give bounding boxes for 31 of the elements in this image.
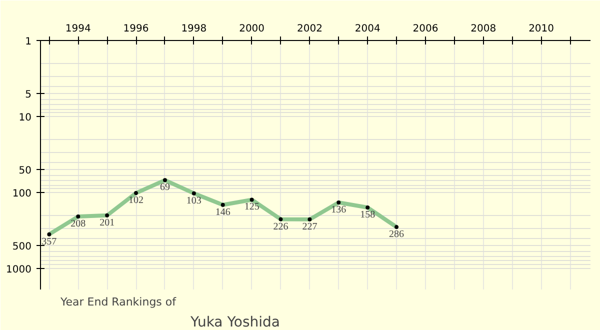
y-tick-label: 50: [18, 166, 32, 177]
y-tick-label: 1: [25, 36, 32, 48]
data-label: 102: [128, 195, 144, 206]
x-tick-label: 1998: [181, 24, 207, 34]
x-tick-label: 2010: [528, 24, 554, 34]
y-tick-label: 5: [25, 90, 32, 101]
data-label: 227: [302, 221, 318, 232]
text: Yuka Yoshida: [190, 314, 280, 330]
text: Year End Rankings of: [60, 296, 178, 308]
x-tick-label: 2004: [354, 24, 380, 34]
x-tick-label: 2006: [412, 24, 438, 34]
data-label: 69: [160, 182, 170, 194]
data-label: 146: [215, 206, 230, 218]
y-tick-label: 500: [12, 241, 32, 252]
data-label: 158: [360, 209, 376, 220]
y-tick-label: 1000: [6, 264, 32, 276]
data-label: 286: [389, 229, 404, 240]
x-tick-label: 2002: [296, 24, 322, 34]
data-label: 201: [100, 217, 115, 228]
y-tick-label: 100: [12, 188, 32, 200]
data-label: 125: [244, 202, 260, 213]
x-tick-label: 1994: [65, 24, 91, 34]
data-label: 136: [331, 204, 346, 216]
x-tick-label: 2008: [470, 24, 496, 34]
data-label: 357: [42, 236, 57, 248]
y-tick-label: 10: [18, 112, 32, 124]
x-tick-label: 2000: [239, 24, 265, 34]
data-label: 208: [70, 218, 86, 230]
data-label: 103: [186, 195, 202, 206]
x-tick-label: 1996: [123, 24, 149, 34]
data-label: 226: [273, 221, 288, 232]
